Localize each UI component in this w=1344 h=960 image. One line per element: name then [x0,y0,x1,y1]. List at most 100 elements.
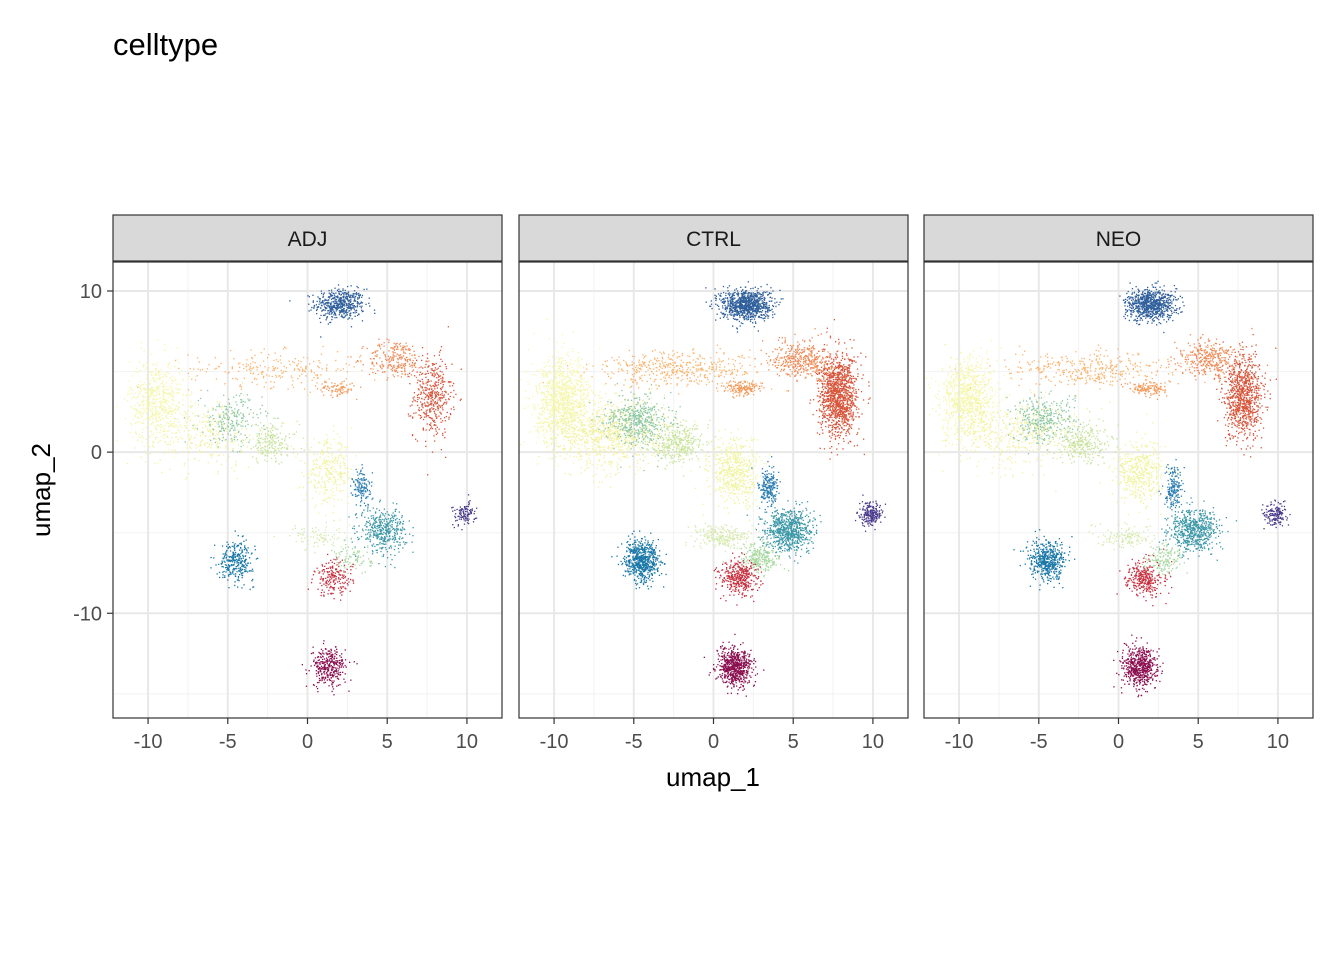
scatter-point [175,366,176,367]
scatter-point [192,425,193,426]
scatter-point [383,514,384,515]
scatter-point [361,513,362,514]
scatter-point [340,383,341,384]
scatter-point [413,399,414,400]
scatter-point [133,418,134,419]
scatter-point [358,313,359,314]
scatter-point [155,410,156,411]
scatter-point [282,372,283,373]
scatter-point [452,507,453,508]
scatter-point [263,452,264,453]
scatter-point [328,296,329,297]
scatter-point [395,515,396,516]
scatter-point [124,399,125,400]
scatter-point [315,531,316,532]
scatter-point [218,564,219,565]
scatter-point [133,408,134,409]
scatter-point [198,415,199,416]
scatter-point [342,381,343,382]
scatter-point [362,529,363,530]
scatter-point [327,541,328,542]
scatter-point [235,378,236,379]
scatter-point [368,558,369,559]
scatter-point [391,369,392,370]
scatter-point [330,539,331,540]
scatter-point [246,366,247,367]
scatter-point [304,537,305,538]
scatter-point [195,402,196,403]
scatter-point [225,571,226,572]
scatter-point [149,383,150,384]
scatter-point [455,394,456,395]
scatter-point [402,373,403,374]
scatter-point [339,552,340,553]
scatter-point [181,427,182,428]
scatter-point [361,297,362,298]
scatter-point [241,543,242,544]
scatter-point [257,448,258,449]
scatter-point [341,315,342,316]
scatter-point [322,669,323,670]
scatter-point [247,571,248,572]
scatter-point [381,512,382,513]
scatter-point [436,385,437,386]
scatter-point [438,384,439,385]
scatter-point [266,415,267,416]
scatter-point [216,446,217,447]
scatter-point [409,376,410,377]
scatter-point [275,375,276,376]
scatter-point [382,513,383,514]
scatter-point [372,550,373,551]
scatter-point [155,408,156,409]
scatter-point [233,397,234,398]
scatter-point [385,547,386,548]
scatter-point [338,297,339,298]
scatter-point [347,314,348,315]
scatter-point [314,552,315,553]
scatter-point [419,367,420,368]
scatter-point [166,393,167,394]
scatter-point [271,458,272,459]
scatter-point [423,419,424,420]
scatter-point [396,518,397,519]
scatter-point [350,579,351,580]
scatter-point [297,488,298,489]
scatter-point [326,583,327,584]
scatter-point [374,520,375,521]
scatter-point [232,572,233,573]
scatter-point [296,365,297,366]
scatter-point [432,375,433,376]
scatter-point [324,494,325,495]
scatter-point [261,447,262,448]
scatter-point [276,359,277,360]
scatter-point [141,402,142,403]
scatter-point [281,370,282,371]
scatter-point [382,522,383,523]
scatter-point [224,413,225,414]
scatter-point [178,402,179,403]
scatter-point [203,434,204,435]
scatter-point [412,362,413,363]
scatter-point [168,443,169,444]
scatter-point [268,435,269,436]
scatter-point [325,484,326,485]
scatter-point [472,508,473,509]
scatter-point [347,474,348,475]
scatter-point [189,430,190,431]
scatter-point [159,401,160,402]
scatter-point [134,371,135,372]
scatter-point [379,534,380,535]
scatter-point [333,311,334,312]
scatter-point [377,537,378,538]
scatter-point [474,519,475,520]
scatter-point [356,531,357,532]
scatter-point [232,561,233,562]
scatter-point [320,298,321,299]
scatter-point [338,289,339,290]
scatter-point [173,404,174,405]
scatter-point [308,395,309,396]
scatter-point [319,362,320,363]
scatter-point [332,567,333,568]
scatter-point [156,399,157,400]
scatter-point [270,438,271,439]
